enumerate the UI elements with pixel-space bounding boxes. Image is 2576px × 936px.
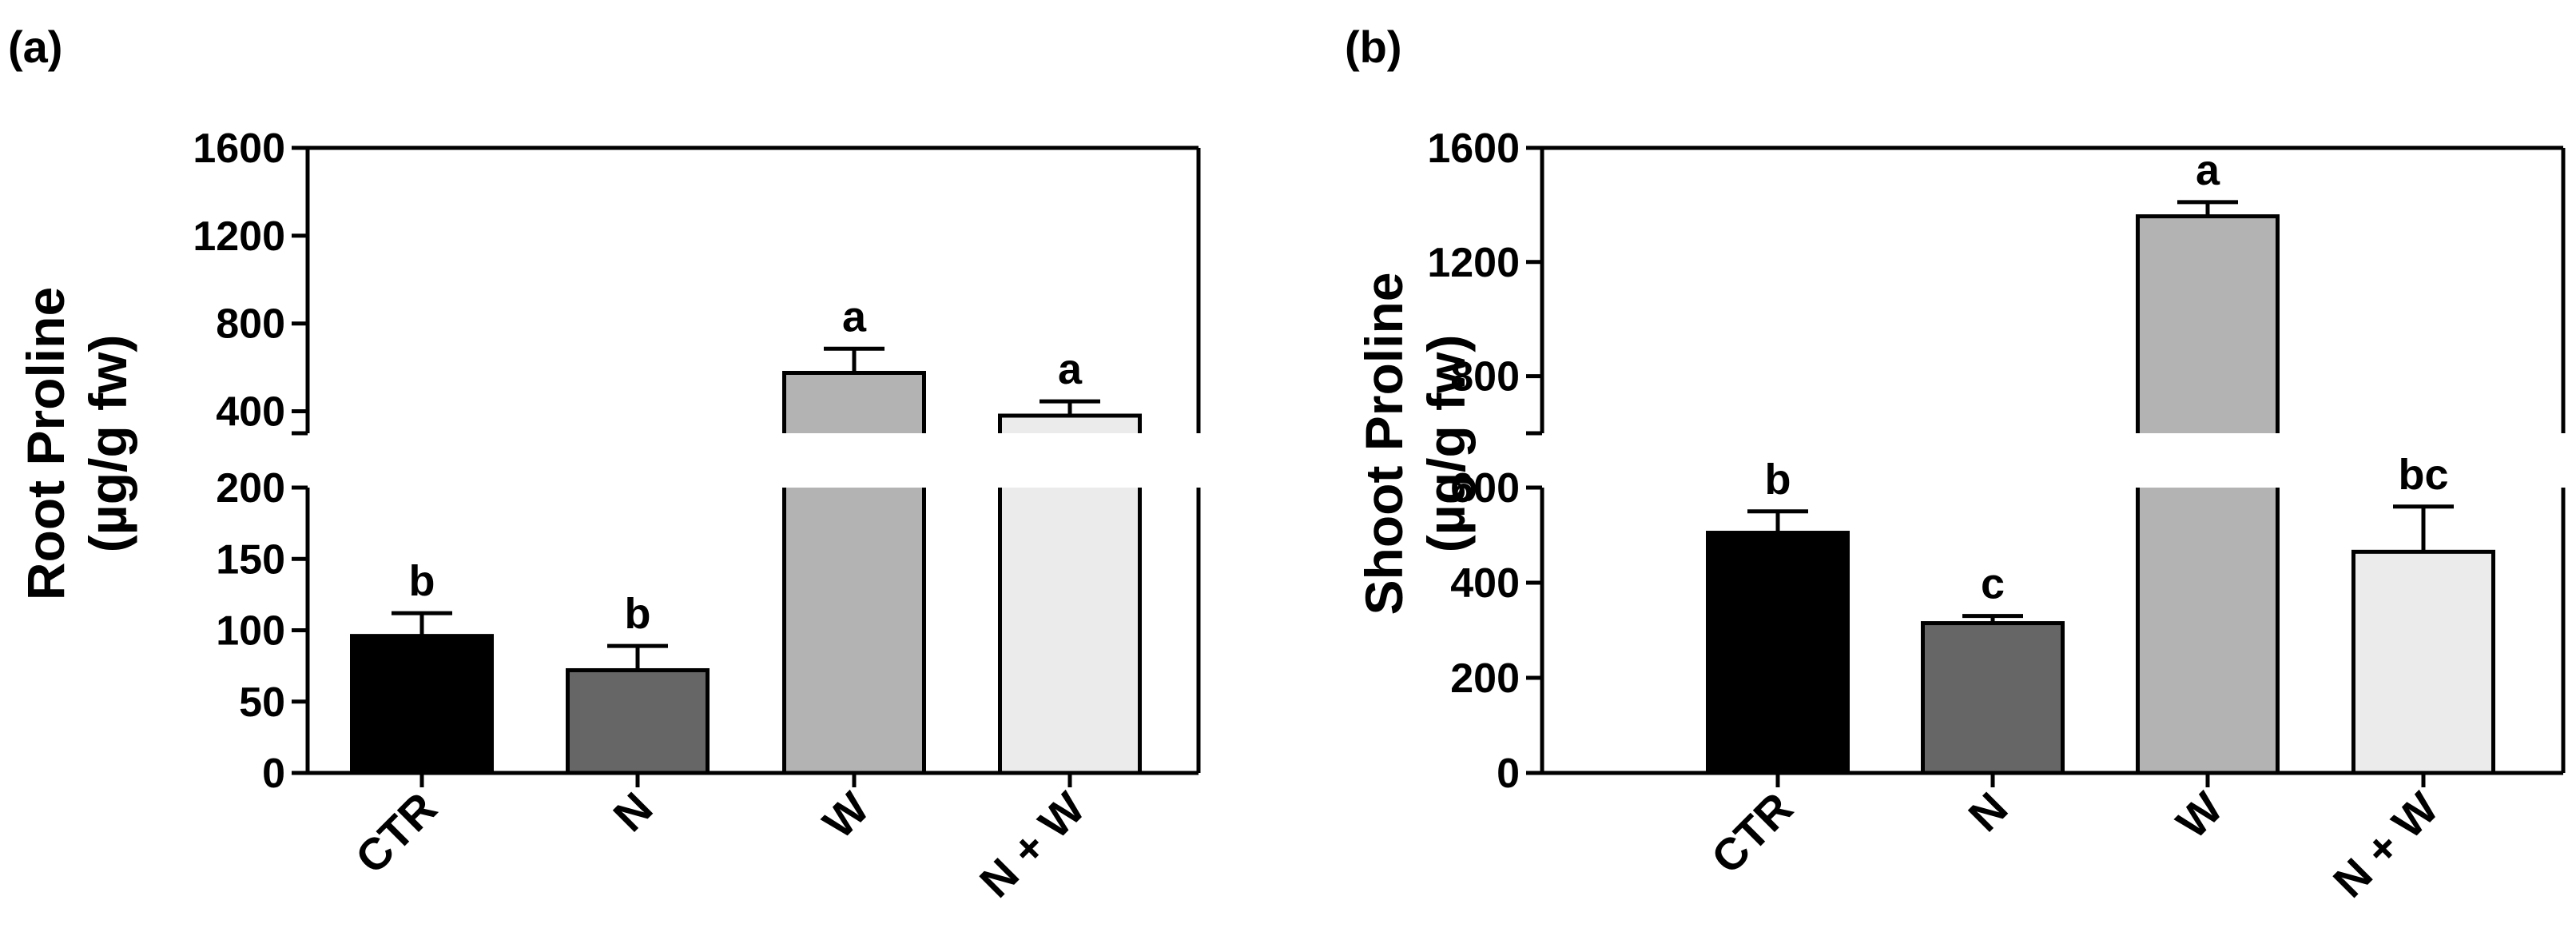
panel-a-bar-3-lower <box>998 488 1142 775</box>
panel-b-x-tick-label-2: W <box>2167 783 2232 848</box>
panel-a-bar-3-upper <box>998 413 1142 433</box>
panel-b-x-tick-label-0: CTR <box>1702 783 1803 883</box>
panel-b-bar-3 <box>2351 549 2495 775</box>
panel-b-ylabel-line1: Shoot Proline <box>1354 273 1413 615</box>
panel-b-y-tick-label: 200 <box>1450 655 1520 702</box>
panel-a-bar-1 <box>566 667 710 775</box>
panel-a-y-tick-label: 1600 <box>193 125 285 172</box>
panel-b-ylabel-line2: (µg/g fw) <box>1417 335 1476 553</box>
panel-a-sig-letter-1: b <box>625 590 651 638</box>
panel-b-y-tick-label: 800 <box>1450 354 1520 400</box>
panel-b-sig-letter-3: bc <box>2398 451 2448 499</box>
panel-b-y-tick-label: 1200 <box>1427 240 1520 286</box>
panel-a-y-tick-label: 200 <box>216 465 285 512</box>
panel-b-y-tick-label: 1600 <box>1427 125 1520 172</box>
panel-a-y-tick-label: 1200 <box>193 213 285 260</box>
panel-a-y-tick-label: 50 <box>239 679 285 726</box>
panel-a-x-tick-label-2: W <box>813 783 879 848</box>
panel-a-sig-letter-3: a <box>1058 345 1083 393</box>
panel-a-y-tick-label: 150 <box>216 536 285 583</box>
panel-b-shoot-proline-chart: (b) Shoot Proline (µg/g fw) 0 200 400 600 80… <box>1345 22 2566 907</box>
panel-a-x-tick-label-0: CTR <box>346 783 447 883</box>
panel-b-y-tick-label: 600 <box>1450 465 1520 512</box>
panel-a-sig-letter-2: a <box>842 293 867 341</box>
panel-a-ylabel-line1: Root Proline <box>16 287 75 600</box>
panel-b-y-tick-label: 400 <box>1450 560 1520 607</box>
panel-b-bar-0 <box>1706 531 1850 775</box>
panel-a-y-tick-label: 800 <box>216 301 285 348</box>
panel-a-y-tick-label: 400 <box>216 389 285 436</box>
panel-a-y-tick-label: 0 <box>262 751 285 797</box>
panel-b-label: (b) <box>1345 22 1402 72</box>
panel-b-sig-letter-0: b <box>1765 456 1791 504</box>
panel-a-bar-2-upper <box>782 370 926 433</box>
panel-a-x-tick-label-3: N + W <box>970 783 1095 907</box>
panel-a-sig-letter-0: b <box>409 557 435 605</box>
panel-a-label: (a) <box>8 22 62 72</box>
panel-b-sig-letter-1: c <box>1981 560 2005 608</box>
panel-a-bar-0 <box>350 634 494 775</box>
panel-a-bar-2-lower <box>782 488 926 775</box>
panel-b-x-tick-label-1: N <box>1958 783 2017 841</box>
panel-b-sig-letter-2: a <box>2196 146 2220 194</box>
panel-b-bar-2-upper <box>2136 214 2280 433</box>
panel-a-root-proline-chart: (a) Root Proline (µg/g fw) 0 50 100 150 200 4… <box>8 22 1201 907</box>
panel-b-bar-2-lower <box>2136 488 2280 775</box>
panel-b-y-tick-label: 0 <box>1497 751 1520 797</box>
panel-b-bar-1 <box>1921 621 2065 775</box>
panel-a-y-tick-label: 100 <box>216 608 285 655</box>
panel-a-x-tick-label-1: N <box>603 783 662 841</box>
panel-a-ylabel-line2: (µg/g fw) <box>78 335 137 553</box>
panel-b-x-tick-label-3: N + W <box>2324 783 2448 907</box>
